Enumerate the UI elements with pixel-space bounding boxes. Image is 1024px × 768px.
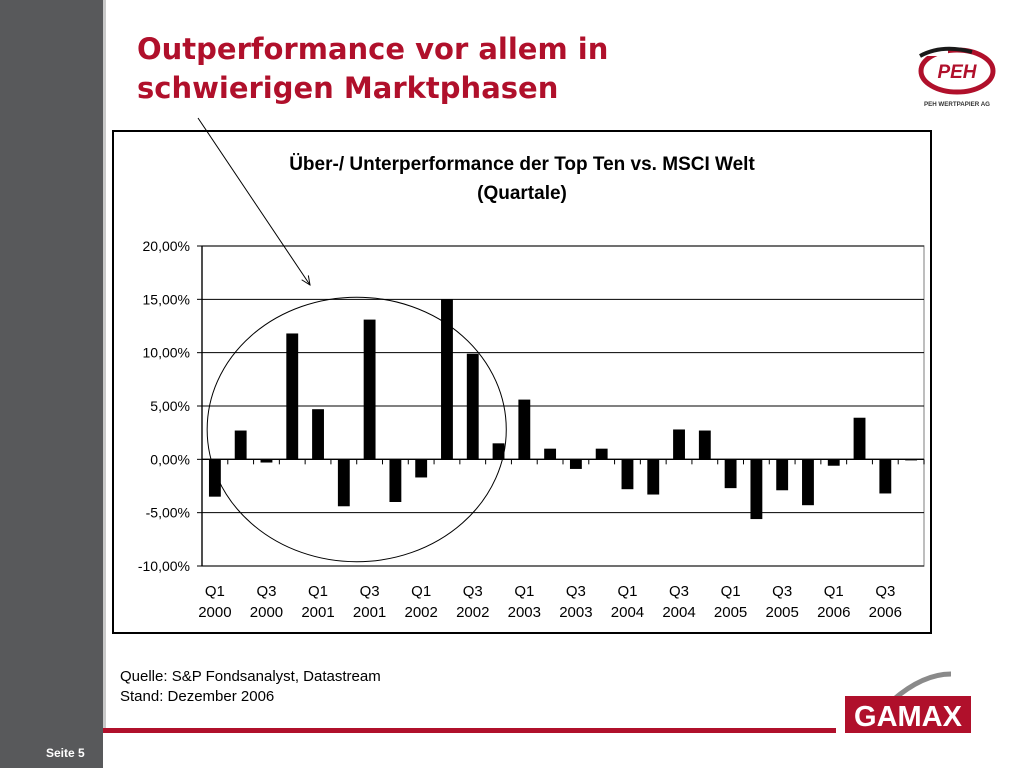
y-tick-label: 0,00% [150, 451, 190, 467]
x-tick-label-year: 2003 [559, 604, 592, 621]
peh-logo: PEH PEH WERTPAPIER AG [918, 46, 996, 108]
y-tick-label: -5,00% [146, 505, 190, 521]
axis-layer [197, 245, 925, 567]
bar [415, 459, 428, 478]
bar [750, 459, 763, 520]
bar [286, 333, 299, 460]
slide-title-line1: Outperformance vor allem in [137, 32, 609, 66]
x-tick-label-quarter: Q3 [875, 583, 895, 600]
x-tick-label-quarter: Q3 [566, 583, 586, 600]
slide-title: Outperformance vor allem in schwierigen … [137, 30, 737, 108]
peh-logo-gap [918, 50, 948, 56]
x-tick-label-year: 2005 [765, 604, 798, 621]
x-tick-label-quarter: Q1 [308, 583, 328, 600]
x-tick-label-quarter: Q1 [721, 583, 741, 600]
highlight-ellipse [206, 296, 507, 563]
label-layer: -10,00% -5,00% 0,00% 5,00% 10,00% 15,00% 20,00… [138, 238, 902, 621]
bar [312, 409, 324, 460]
chart-frame: Über-/ Unterperformance der Top Ten vs. … [112, 130, 932, 634]
source-line: Quelle: S&P Fondsanalyst, Datastream [120, 668, 381, 685]
bar [621, 459, 634, 490]
bar [466, 353, 479, 460]
x-tick-label-year: 2001 [301, 604, 334, 621]
grid-layer [201, 245, 925, 567]
y-tick-label: 5,00% [150, 398, 190, 414]
x-tick-label-year: 2002 [456, 604, 489, 621]
bar [518, 399, 531, 460]
bar [853, 417, 866, 460]
x-tick-label-year: 2006 [817, 604, 850, 621]
slide-title-line2: schwierigen Marktphasen [137, 71, 559, 105]
gamax-text: GAMAX [854, 701, 963, 733]
bar [208, 459, 221, 497]
x-tick-label-year: 2001 [353, 604, 386, 621]
bar [441, 299, 453, 460]
bar [234, 430, 247, 460]
bar [673, 429, 685, 460]
x-tick-label-quarter: Q1 [617, 583, 637, 600]
bar-layer [208, 299, 918, 520]
bar [827, 459, 840, 466]
x-tick-label-year: 2006 [869, 604, 902, 621]
x-tick-label-year: 2000 [250, 604, 283, 621]
x-tick-label-quarter: Q3 [463, 583, 483, 600]
bar [337, 459, 350, 507]
footer-accent-bar [103, 728, 836, 733]
bar [363, 319, 376, 460]
gamax-logo: GAMAX [845, 671, 971, 733]
x-tick-label-year: 2004 [611, 604, 644, 621]
peh-logo-text: PEH [937, 62, 977, 83]
bar [776, 459, 789, 491]
source-note: Quelle: S&P Fondsanalyst, Datastream Sta… [120, 667, 381, 707]
bar [595, 448, 608, 460]
x-tick-label-quarter: Q1 [411, 583, 431, 600]
x-tick-label-quarter: Q1 [514, 583, 534, 600]
bar [647, 459, 660, 495]
chart-title-line1: Über-/ Unterperformance der Top Ten vs. … [289, 154, 755, 175]
bar [544, 448, 557, 460]
bar [698, 430, 711, 460]
x-tick-label-year: 2000 [198, 604, 231, 621]
y-tick-label: 15,00% [143, 291, 190, 307]
date-line: Stand: Dezember 2006 [120, 688, 275, 705]
bar [802, 459, 814, 506]
x-tick-label-quarter: Q1 [205, 583, 225, 600]
bar [260, 459, 273, 463]
x-tick-label-quarter: Q3 [772, 583, 792, 600]
chart-area: Über-/ Unterperformance der Top Ten vs. … [138, 154, 925, 621]
x-tick-label-quarter: Q1 [824, 583, 844, 600]
x-tick-label-year: 2002 [404, 604, 437, 621]
bar [724, 459, 737, 489]
bar [389, 459, 402, 502]
bar [492, 443, 505, 460]
sidebar [0, 0, 103, 768]
y-tick-label: -10,00% [138, 558, 190, 574]
x-tick-label-year: 2003 [508, 604, 541, 621]
x-tick-label-quarter: Q3 [256, 583, 276, 600]
y-tick-label: 20,00% [143, 238, 190, 254]
bar [879, 459, 892, 494]
peh-logo-swoosh [919, 46, 973, 58]
x-tick-label-quarter: Q3 [669, 583, 689, 600]
peh-logo-caption: PEH WERTPAPIER AG [924, 101, 990, 108]
y-tick-label: 10,00% [143, 345, 190, 361]
sidebar-divider [103, 0, 106, 728]
chart-title-line2: (Quartale) [477, 183, 567, 204]
x-tick-label-year: 2004 [662, 604, 695, 621]
gamax-box [845, 696, 971, 733]
gamax-swoosh [891, 671, 952, 702]
bar [569, 459, 582, 469]
x-tick-label-quarter: Q3 [360, 583, 380, 600]
x-tick-label-year: 2005 [714, 604, 747, 621]
page-number: Seite 5 [46, 746, 85, 760]
